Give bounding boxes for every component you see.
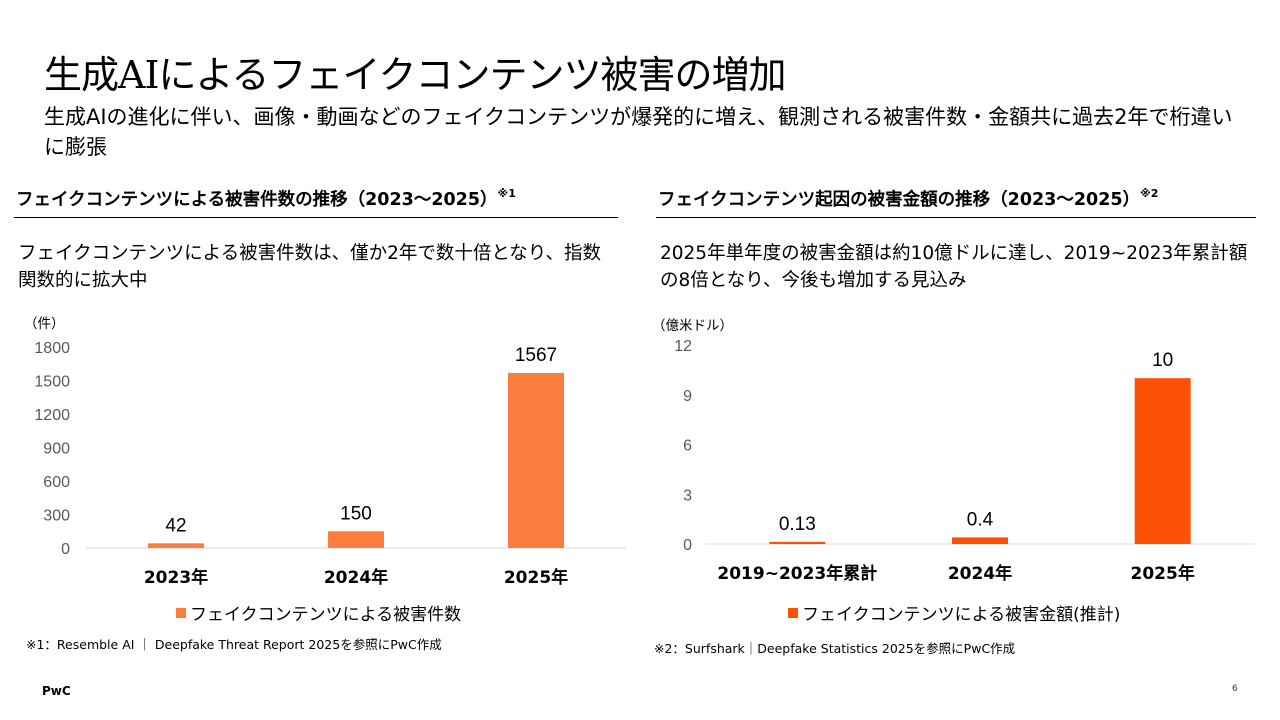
page-subtitle: 生成AIの進化に伴い、画像・動画などのフェイクコンテンツが爆発的に増え、観測され… bbox=[44, 105, 1233, 159]
left-footnote: ※1：Resemble AI ｜ Deepfake Threat Report … bbox=[26, 637, 442, 652]
left-panel: フェイクコンテンツによる被害件数の推移（2023～2025）※1 フェイクコンテ… bbox=[14, 186, 618, 291]
page-number: 6 bbox=[1232, 684, 1238, 694]
amount-data-label: 10 bbox=[1152, 350, 1173, 371]
cases-ytick-label: 600 bbox=[43, 474, 70, 491]
cases-category-label: 2024年 bbox=[324, 567, 388, 588]
cases-category-label: 2023年 bbox=[144, 567, 208, 588]
cases-ytick-label: 900 bbox=[43, 441, 70, 458]
amount-ytick-label: 0 bbox=[683, 537, 692, 554]
amount-category-label: 2019~2023年累計 bbox=[717, 563, 877, 584]
left-chart-legend: フェイクコンテンツによる被害件数 bbox=[176, 600, 461, 625]
right-panel-description: 2025年単年度の被害金額は約10億ドルに達し、2019~2023年累計額の8倍… bbox=[660, 243, 1248, 291]
right-panel-heading-text: フェイクコンテンツ起因の被害金額の推移（2023～2025） bbox=[658, 190, 1141, 210]
left-panel-heading-note: ※1 bbox=[497, 187, 516, 200]
right-legend-swatch bbox=[788, 607, 798, 618]
cases-data-label: 42 bbox=[165, 515, 186, 536]
right-chart-unit: （億米ドル） bbox=[652, 318, 733, 334]
amount-category-label: 2025年 bbox=[1131, 563, 1195, 584]
cases-ytick-label: 300 bbox=[43, 508, 70, 525]
left-legend-label: フェイクコンテンツによる被害件数 bbox=[190, 605, 462, 625]
cases-category-label: 2025年 bbox=[504, 567, 568, 588]
left-legend-swatch bbox=[176, 607, 186, 618]
right-legend-label: フェイクコンテンツによる被害金額(推計) bbox=[802, 605, 1121, 625]
cases-ytick-label: 1200 bbox=[34, 407, 70, 424]
page-title: 生成AIによるフェイクコンテンツ被害の増加 bbox=[44, 53, 787, 97]
cases-data-label: 150 bbox=[340, 503, 372, 524]
right-panel-heading-note: ※2 bbox=[1140, 187, 1159, 200]
amount-data-label: 0.13 bbox=[779, 514, 816, 535]
amount-bar bbox=[952, 537, 1008, 544]
left-panel-heading: フェイクコンテンツによる被害件数の推移（2023～2025）※1 bbox=[14, 186, 618, 218]
left-panel-heading-text: フェイクコンテンツによる被害件数の推移（2023～2025） bbox=[16, 190, 498, 210]
left-panel-description: フェイクコンテンツによる被害件数は、僅か2年で数十倍となり、指数関数的に拡大中 bbox=[18, 243, 602, 291]
amount-ytick-label: 12 bbox=[674, 338, 692, 355]
amount-category-label: 2024年 bbox=[948, 563, 1012, 584]
left-chart-unit: （件） bbox=[24, 316, 65, 332]
cases-bar bbox=[508, 373, 564, 548]
right-panel: フェイクコンテンツ起因の被害金額の推移（2023～2025）※2 2025年単年… bbox=[656, 186, 1256, 291]
brand-logo: PwC bbox=[42, 684, 71, 698]
cases-bar bbox=[328, 531, 384, 548]
right-panel-heading: フェイクコンテンツ起因の被害金額の推移（2023～2025）※2 bbox=[656, 186, 1256, 218]
right-footnote: ※2：Surfshark｜Deepfake Statistics 2025を参照… bbox=[654, 641, 1016, 656]
cases-ytick-label: 1500 bbox=[34, 374, 70, 391]
right-chart-legend: フェイクコンテンツによる被害金額(推計) bbox=[788, 600, 1120, 625]
amount-bar bbox=[769, 541, 826, 544]
cases-data-label: 1567 bbox=[515, 345, 557, 366]
amount-data-label: 0.4 bbox=[967, 509, 994, 530]
amount-ytick-label: 9 bbox=[683, 388, 692, 405]
amount-bar bbox=[1134, 378, 1191, 544]
cases-bar bbox=[148, 543, 204, 548]
amount-ytick-label: 6 bbox=[683, 438, 692, 455]
cases-ytick-label: 0 bbox=[61, 541, 70, 558]
cases-ytick-label: 1800 bbox=[34, 340, 70, 357]
amount-ytick-label: 3 bbox=[683, 487, 692, 504]
